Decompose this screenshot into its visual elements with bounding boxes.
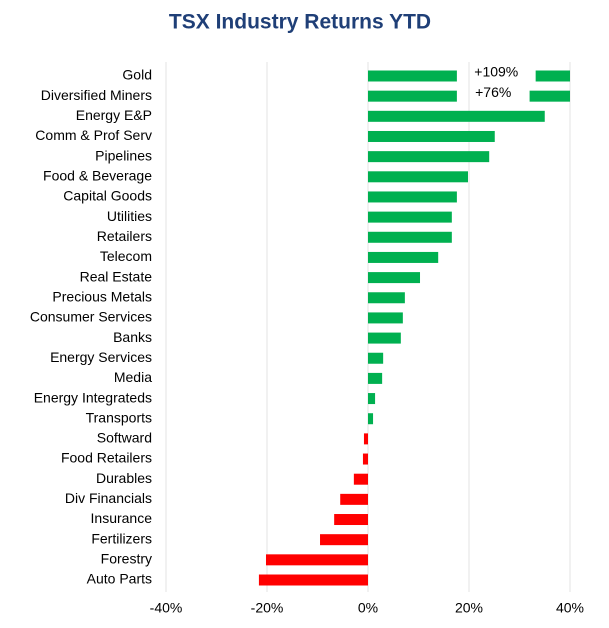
x-tick-label: -40%: [150, 600, 183, 616]
bar: [368, 251, 439, 263]
bar: [340, 493, 368, 505]
x-tick-label: -20%: [251, 600, 284, 616]
y-tick-label: Food & Beverage: [43, 168, 152, 184]
y-tick-label: Telecom: [100, 248, 152, 264]
y-tick-label: Food Retailers: [61, 450, 152, 466]
y-tick-label: Softward: [97, 430, 152, 446]
bar: [334, 514, 368, 526]
y-tick-label: Banks: [113, 329, 152, 345]
x-tick-label: 0%: [358, 600, 378, 616]
bar: [368, 352, 384, 364]
y-tick-label: Media: [114, 369, 152, 385]
bar: [265, 554, 368, 566]
y-tick-label: Energy E&P: [76, 107, 152, 123]
bar: [368, 272, 421, 284]
y-tick-label: Transports: [86, 409, 152, 425]
chart-title: TSX Industry Returns YTD: [169, 11, 431, 34]
y-tick-label: Real Estate: [80, 268, 153, 284]
bar: [368, 211, 452, 223]
bar: [368, 151, 490, 163]
bar: [529, 90, 570, 102]
bar: [535, 70, 570, 82]
bar: [368, 393, 376, 405]
bar: [368, 292, 405, 304]
y-tick-label: Insurance: [91, 510, 153, 526]
y-tick-label: Utilities: [107, 208, 152, 224]
bar: [368, 372, 383, 384]
bar: [368, 191, 457, 203]
y-tick-label: Retailers: [97, 228, 152, 244]
bar: [362, 453, 368, 465]
y-tick-label: Energy Integrateds: [34, 389, 152, 405]
y-tick-label: Gold: [122, 67, 152, 83]
y-tick-label: Diversified Miners: [41, 87, 152, 103]
value-label: +76%: [475, 84, 511, 100]
bar: [368, 110, 545, 122]
y-tick-label: Pipelines: [95, 147, 152, 163]
x-tick-label: 20%: [455, 600, 483, 616]
y-tick-label: Energy Services: [50, 349, 152, 365]
bar: [368, 171, 468, 183]
bar: [368, 130, 495, 142]
bar: [320, 534, 368, 546]
bar: [368, 231, 452, 243]
y-tick-label: Forestry: [101, 551, 152, 567]
bar: [368, 312, 403, 324]
bar: [368, 70, 457, 82]
y-tick-label: Consumer Services: [30, 309, 152, 325]
bar: [368, 332, 401, 344]
value-label: +109%: [474, 64, 518, 80]
bar: [368, 413, 374, 425]
y-tick-label: Capital Goods: [63, 188, 152, 204]
y-tick-label: Auto Parts: [87, 571, 152, 587]
bar: [258, 574, 368, 586]
y-tick-label: Comm & Prof Serv: [35, 127, 152, 143]
bar: [363, 433, 368, 445]
bar: [368, 90, 457, 102]
bar: [353, 473, 368, 485]
y-tick-label: Fertilizers: [91, 530, 152, 546]
x-tick-label: 40%: [556, 600, 584, 616]
y-tick-label: Div Financials: [65, 490, 152, 506]
y-tick-label: Precious Metals: [52, 288, 152, 304]
y-tick-label: Durables: [96, 470, 152, 486]
